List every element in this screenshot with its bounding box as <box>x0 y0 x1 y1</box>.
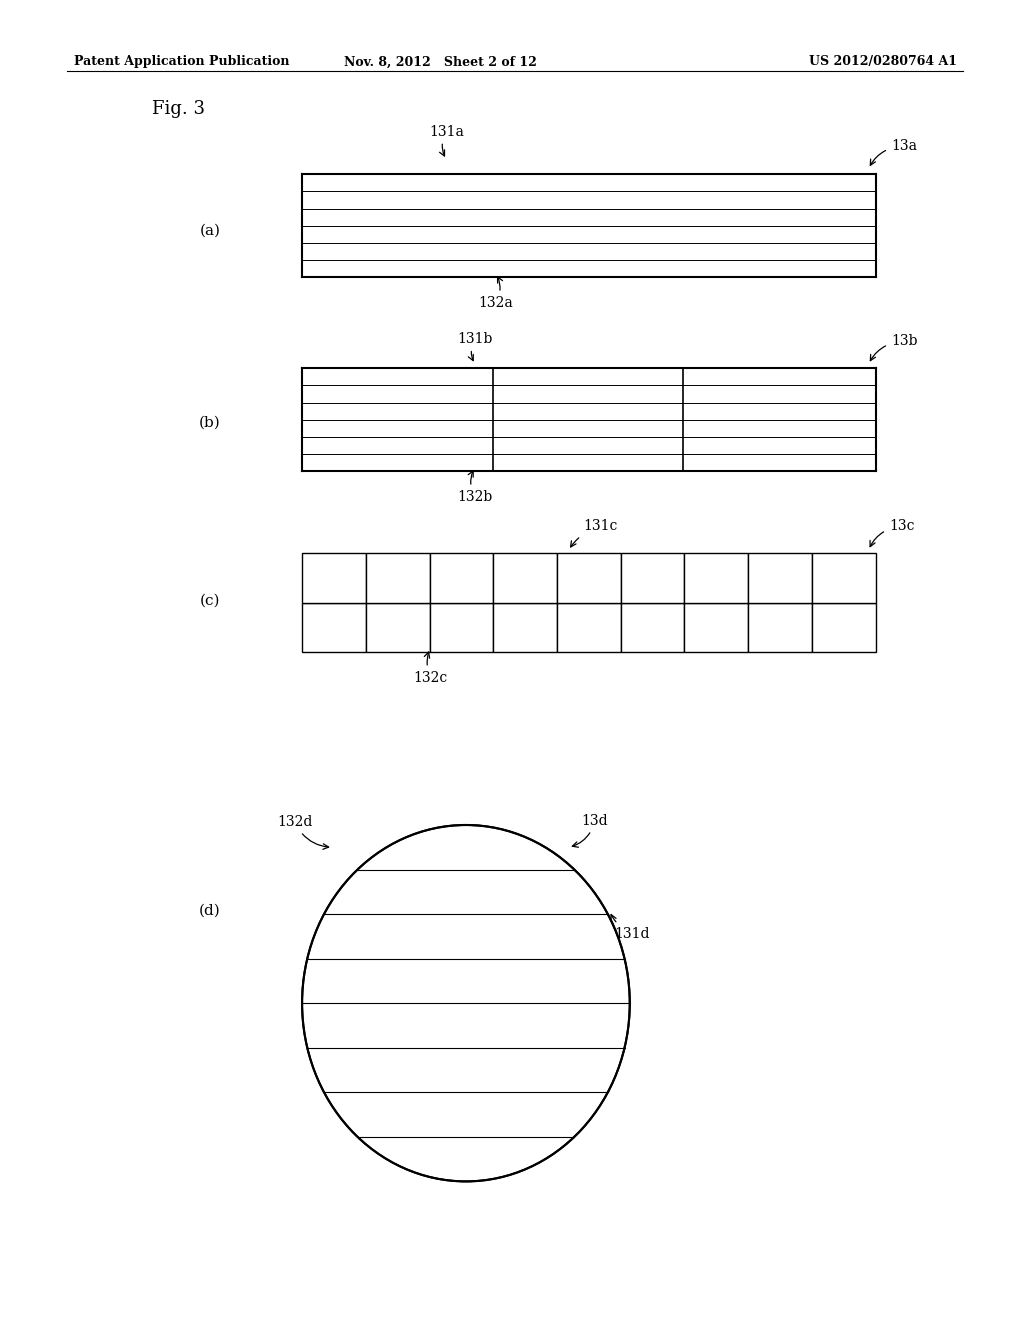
Text: 13b: 13b <box>870 334 918 360</box>
Text: 131c: 131c <box>570 519 618 546</box>
Bar <box>302 174 876 277</box>
Bar <box>749 602 812 652</box>
Bar <box>812 602 876 652</box>
Text: (a): (a) <box>200 224 220 238</box>
Text: 13d: 13d <box>572 813 608 847</box>
Bar <box>684 602 749 652</box>
Text: 132c: 132c <box>413 652 447 685</box>
Bar <box>812 553 876 602</box>
Bar <box>557 553 621 602</box>
Text: (b): (b) <box>199 416 221 429</box>
Text: 131b: 131b <box>458 331 493 360</box>
Text: 132a: 132a <box>478 277 513 310</box>
Text: 13a: 13a <box>870 139 916 165</box>
Bar <box>302 602 366 652</box>
Text: 131a: 131a <box>429 124 464 156</box>
Bar <box>494 602 557 652</box>
Ellipse shape <box>302 825 630 1181</box>
Text: US 2012/0280764 A1: US 2012/0280764 A1 <box>809 55 957 69</box>
Bar <box>429 553 494 602</box>
Bar <box>366 553 429 602</box>
Text: 132b: 132b <box>458 471 493 504</box>
Text: Patent Application Publication: Patent Application Publication <box>74 55 289 69</box>
Bar <box>621 553 684 602</box>
Bar <box>366 602 429 652</box>
Bar <box>557 602 621 652</box>
Text: 13c: 13c <box>870 519 914 546</box>
Text: (d): (d) <box>199 904 221 917</box>
Text: Nov. 8, 2012   Sheet 2 of 12: Nov. 8, 2012 Sheet 2 of 12 <box>344 55 537 69</box>
Text: Fig. 3: Fig. 3 <box>152 100 205 119</box>
Bar <box>749 553 812 602</box>
Text: (c): (c) <box>200 594 220 607</box>
Text: 132d: 132d <box>276 814 329 849</box>
Bar <box>621 602 684 652</box>
Bar <box>302 553 366 602</box>
Bar <box>429 602 494 652</box>
Bar <box>684 553 749 602</box>
Bar <box>494 553 557 602</box>
Text: 131d: 131d <box>611 915 650 941</box>
Bar <box>302 368 876 471</box>
